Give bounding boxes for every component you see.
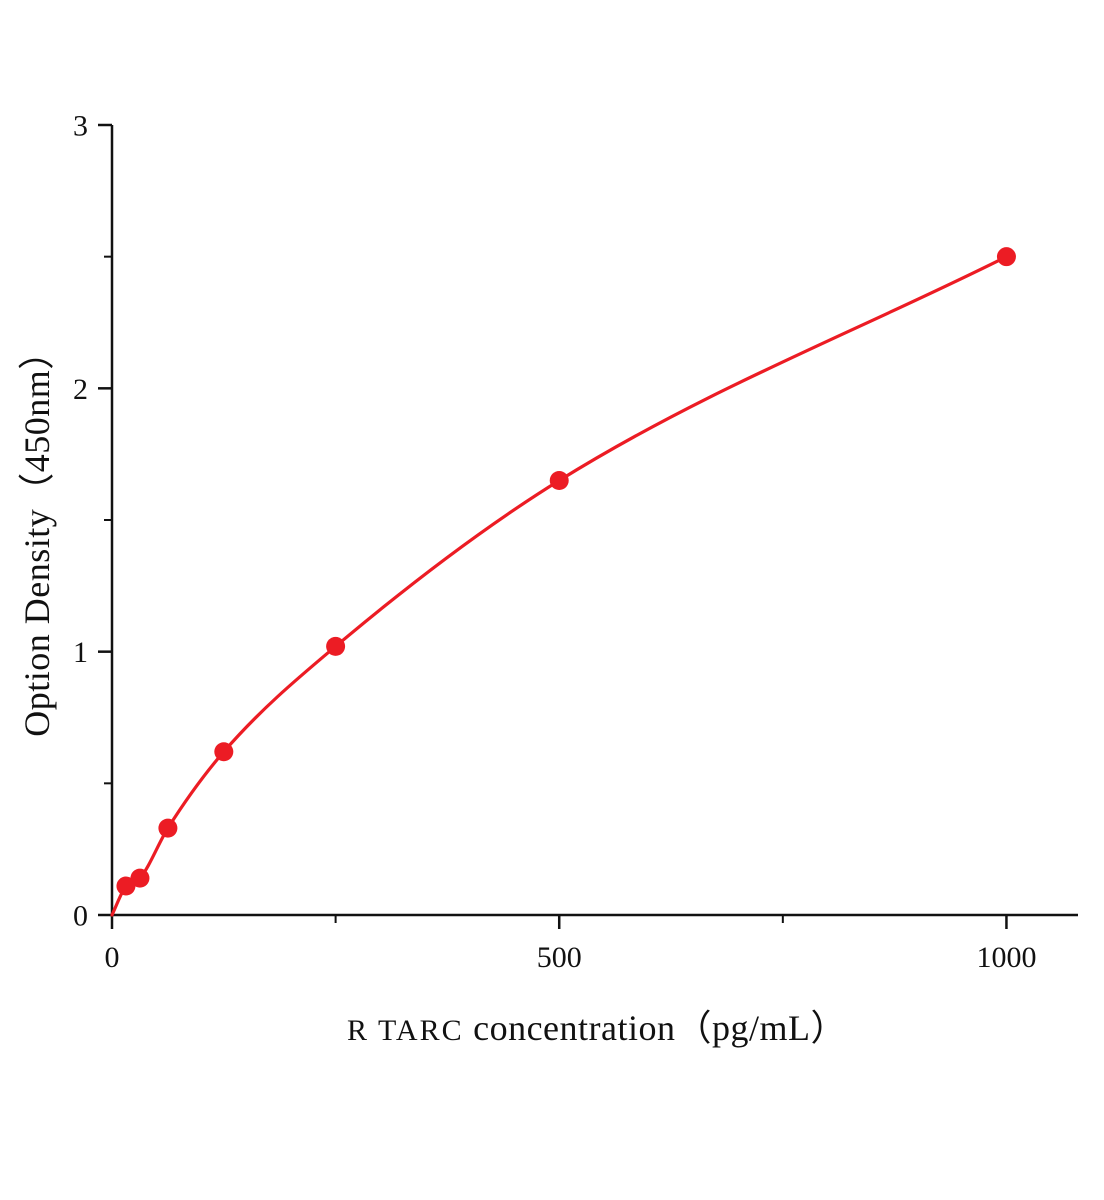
x-axis-title-prefix: R TARC — [347, 1014, 464, 1047]
series — [110, 247, 1016, 917]
curve-line — [110, 255, 1009, 917]
data-point — [326, 636, 346, 656]
x-axis-title-rest: concentration（pg/mL） — [463, 1008, 847, 1048]
data-point — [158, 818, 178, 838]
x-tick-label: 0 — [105, 941, 120, 974]
y-tick-label: 0 — [73, 900, 88, 933]
x-tick-label: 1000 — [976, 941, 1036, 974]
data-point — [116, 876, 136, 896]
data-point — [549, 471, 569, 490]
x-tick-label: 500 — [537, 941, 582, 974]
y-tick-label: 2 — [73, 373, 88, 406]
data-point — [996, 247, 1016, 267]
x-axis-title: R TARC concentration（pg/mL） — [347, 999, 847, 1051]
data-point — [214, 742, 234, 762]
y-axis-title: Option Density（450nm） — [17, 333, 57, 737]
axes: 0 500 1000 0 1 2 3 — [73, 110, 1078, 974]
data-point — [130, 868, 150, 888]
y-tick-label: 3 — [73, 110, 88, 143]
y-tick-label: 1 — [73, 636, 88, 669]
